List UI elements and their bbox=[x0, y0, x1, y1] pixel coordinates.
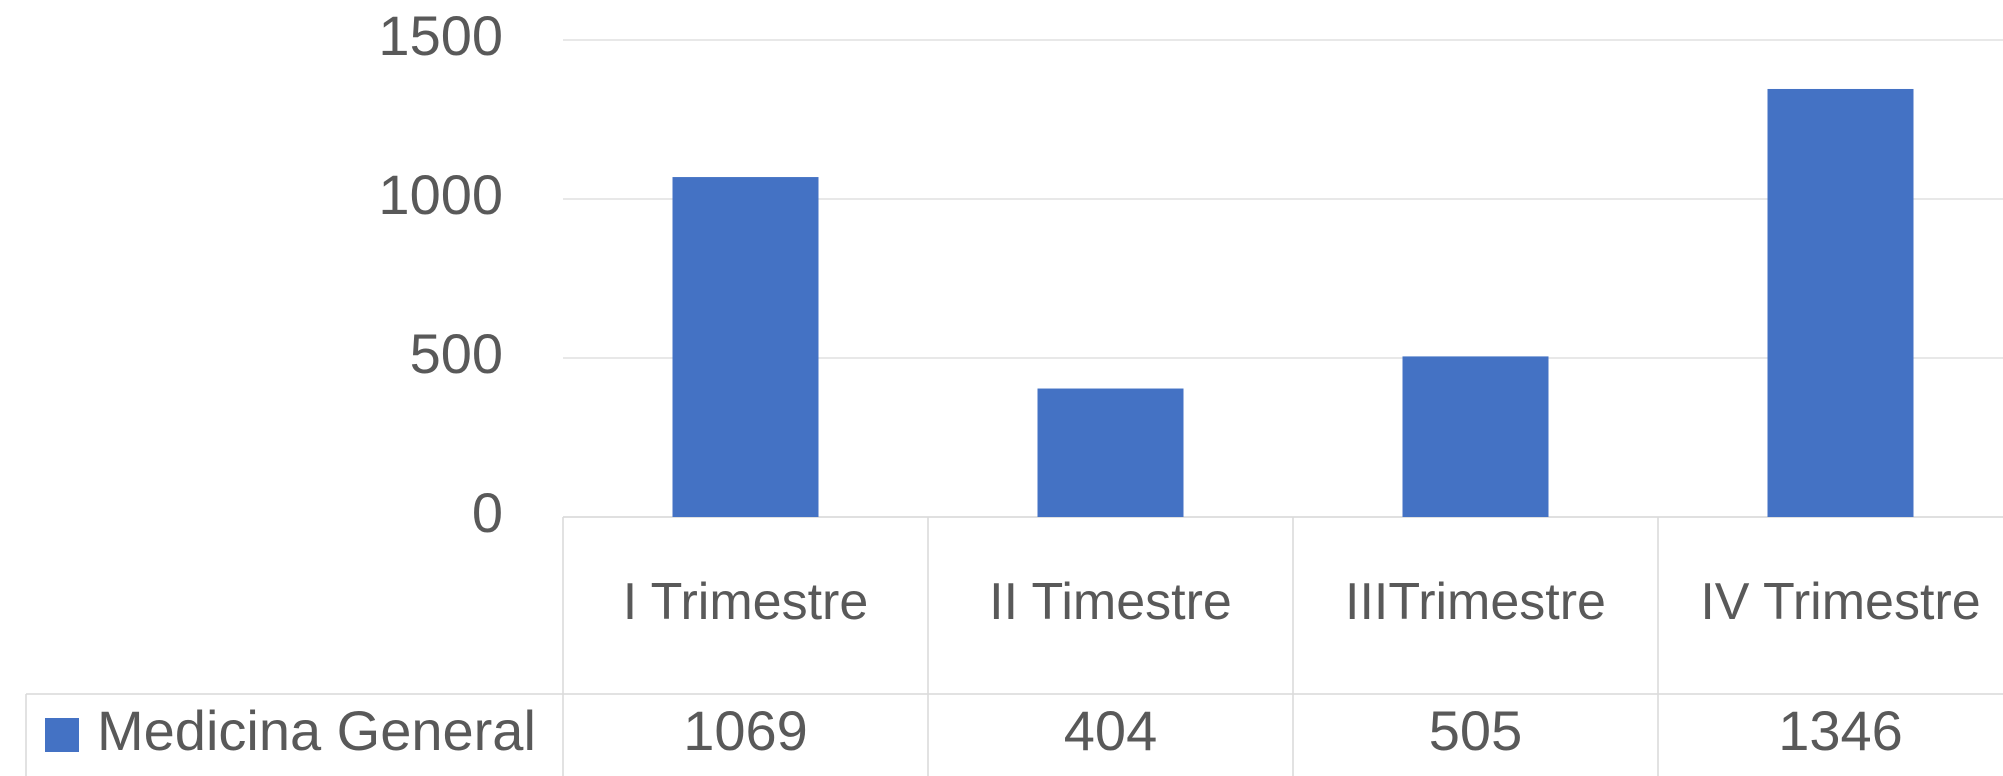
table-value: 1069 bbox=[683, 699, 808, 762]
bar bbox=[1402, 356, 1549, 517]
y-tick-label: 0 bbox=[472, 481, 503, 544]
table-value: 404 bbox=[1064, 699, 1157, 762]
y-tick-label: 1500 bbox=[378, 4, 503, 67]
legend-label: Medicina General bbox=[97, 699, 536, 762]
bar bbox=[1767, 88, 1914, 518]
y-tick-label: 500 bbox=[410, 322, 503, 385]
legend-swatch bbox=[45, 718, 79, 752]
x-tick-label: IV Trimestre bbox=[1700, 573, 1980, 631]
x-tick-label: I Trimestre bbox=[623, 573, 869, 631]
table-value: 1346 bbox=[1778, 699, 1903, 762]
bar bbox=[1037, 388, 1184, 517]
x-tick-label: II Timestre bbox=[989, 573, 1232, 631]
x-tick-label: IIITrimestre bbox=[1345, 573, 1606, 631]
table-value: 505 bbox=[1429, 699, 1522, 762]
bar bbox=[672, 177, 819, 518]
y-tick-label: 1000 bbox=[378, 163, 503, 226]
